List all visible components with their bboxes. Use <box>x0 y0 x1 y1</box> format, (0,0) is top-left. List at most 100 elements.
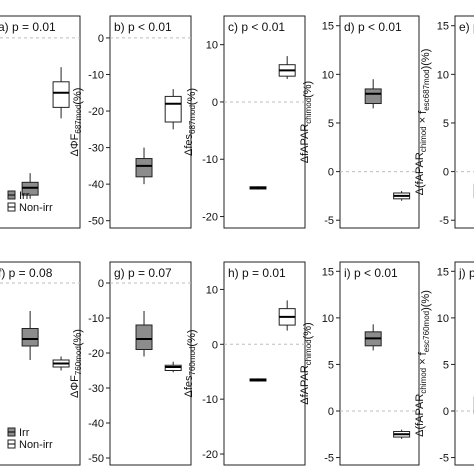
panel-frame <box>109 15 192 229</box>
iqr-box <box>364 88 382 105</box>
legend-label: Non-irr <box>19 439 53 451</box>
y-tick-label: 0 <box>443 406 449 418</box>
y-tick-label: 10 <box>437 69 449 81</box>
irr-box <box>249 378 267 382</box>
y-tick-label: -20 <box>202 449 218 461</box>
y-axis-label-part: ΔΦF <box>69 133 81 156</box>
non-irr-box <box>52 356 70 371</box>
panel-title: f) p = 0.08 <box>0 266 53 280</box>
y-tick-label: 0 <box>328 406 334 418</box>
y-axis-label-part: (%) <box>186 88 198 105</box>
y-axis-label: ΔΦF687mod(%) <box>69 88 84 157</box>
panel-title: i) p < 0.01 <box>344 266 398 280</box>
y-tick-label: -5 <box>324 215 334 227</box>
y-axis-label-subscript: 760mod <box>74 346 83 375</box>
y-axis-label-subscript: chimod <box>304 339 313 365</box>
y-tick-label: 15 <box>437 266 449 278</box>
y-axis-label: ΔΦF760mod(%) <box>69 329 84 398</box>
y-tick-label: 10 <box>206 40 218 52</box>
y-tick-label: -30 <box>88 143 104 155</box>
y-axis-label: Δ(fAPARchimod × fesc687mod)(%) <box>414 49 432 196</box>
y-axis-label-part: (%) <box>302 322 314 339</box>
y-axis-label-part: × f <box>417 351 429 368</box>
y-tick-label: 10 <box>437 313 449 325</box>
panel-j: 15 10 5 0 -5 j) p = 0 Δ(fAPARchimod × fesc760m… <box>414 261 474 466</box>
y-tick-label: 0 <box>212 97 218 109</box>
non-irr-box <box>393 191 411 201</box>
y-tick-label: 0 <box>212 339 218 351</box>
iqr-box <box>52 81 70 108</box>
y-axis-label-subscript: 760mod <box>188 347 197 376</box>
y-tick-label: 0 <box>443 167 449 179</box>
y-tick-label: 5 <box>443 359 449 371</box>
panel-frame <box>339 261 420 466</box>
y-axis-label-part: ΔΦF <box>69 375 81 398</box>
irr-box <box>364 324 382 351</box>
irr-box <box>364 79 382 109</box>
y-axis-label: Δfes760mod(%) <box>183 329 198 397</box>
panel-frame <box>454 261 474 466</box>
y-tick-label: -10 <box>88 69 104 81</box>
y-axis-label: Δfes687mod(%) <box>183 88 198 156</box>
y-axis-label-part: Δfes <box>183 375 195 398</box>
panel-title: h) p = 0.01 <box>228 266 286 280</box>
y-tick-label: 5 <box>443 118 449 130</box>
iqr-box <box>164 95 182 123</box>
y-tick-label: -50 <box>88 453 104 465</box>
y-tick-label: -5 <box>324 453 334 465</box>
irr-box <box>135 147 153 185</box>
y-tick-label: -40 <box>88 179 104 191</box>
y-axis-label-part: Δ(fAPAR <box>414 152 426 195</box>
y-tick-label: 10 <box>322 313 334 325</box>
y-tick-label: 10 <box>206 284 218 296</box>
y-axis-label-part: )(%) <box>420 49 432 70</box>
y-tick-label: -20 <box>88 106 104 118</box>
y-axis-label-subscript: 687mod <box>188 105 197 134</box>
y-tick-label: 0 <box>98 33 104 45</box>
y-axis-label-subscript: esc687mod <box>422 69 431 110</box>
y-axis-label-part: (%) <box>186 329 198 346</box>
non-irr-box <box>164 89 182 130</box>
y-tick-label: -50 <box>88 216 104 228</box>
panel-frame <box>339 15 420 229</box>
panel-title: d) p < 0.01 <box>344 20 402 34</box>
y-tick-label: 5 <box>328 118 334 130</box>
non-irr-box <box>278 300 296 331</box>
iqr-box <box>21 328 39 347</box>
panel-title: g) p = 0.07 <box>114 266 172 280</box>
y-axis-label-part: Δ(fAPAR <box>414 394 426 437</box>
y-tick-label: 15 <box>437 21 449 33</box>
y-tick-label: -10 <box>202 394 218 406</box>
y-axis-label-part: )(%) <box>420 290 432 311</box>
panel-frame <box>223 261 306 466</box>
iqr-box <box>135 324 153 350</box>
y-tick-label: 0 <box>328 167 334 179</box>
irr-box <box>21 173 39 199</box>
y-axis-label-part: (%) <box>72 329 84 346</box>
panel-g: 0 -10 -20 -30 -40 -50 g) p = 0.07 ΔΦF760mod(%) <box>69 261 192 466</box>
panel-title: b) p < 0.01 <box>114 20 172 34</box>
y-axis-label: ΔfAPARchimod(%) <box>299 81 314 163</box>
panel-frame <box>223 15 306 229</box>
legend-label: Irr <box>19 190 30 202</box>
y-axis-label-part: (%) <box>72 88 84 105</box>
irr-box <box>249 186 267 190</box>
non-irr-box <box>393 429 411 439</box>
panel-frame <box>109 261 192 466</box>
y-axis-label-subscript: 687mod <box>74 105 83 134</box>
legend-label: Non-irr <box>19 202 53 214</box>
y-tick-label: -5 <box>439 453 449 465</box>
non-irr-box <box>278 56 296 80</box>
y-axis-label-part: ΔfAPAR <box>299 124 311 164</box>
panel-d: 15 10 5 0 -5 d) p < 0.01 ΔfAPARchimod(%) <box>299 15 420 229</box>
panel-title: a) p = 0.01 <box>0 20 56 34</box>
y-tick-label: 0 <box>98 278 104 290</box>
iqr-box <box>135 158 153 178</box>
non-irr-box <box>164 361 182 373</box>
y-tick-label: -30 <box>88 383 104 395</box>
panel-b: 0 -10 -20 -30 -40 -50 b) p < 0.01 ΔΦF687mod(%) <box>69 15 192 229</box>
y-tick-label: -20 <box>202 212 218 224</box>
irr-box <box>135 311 153 357</box>
